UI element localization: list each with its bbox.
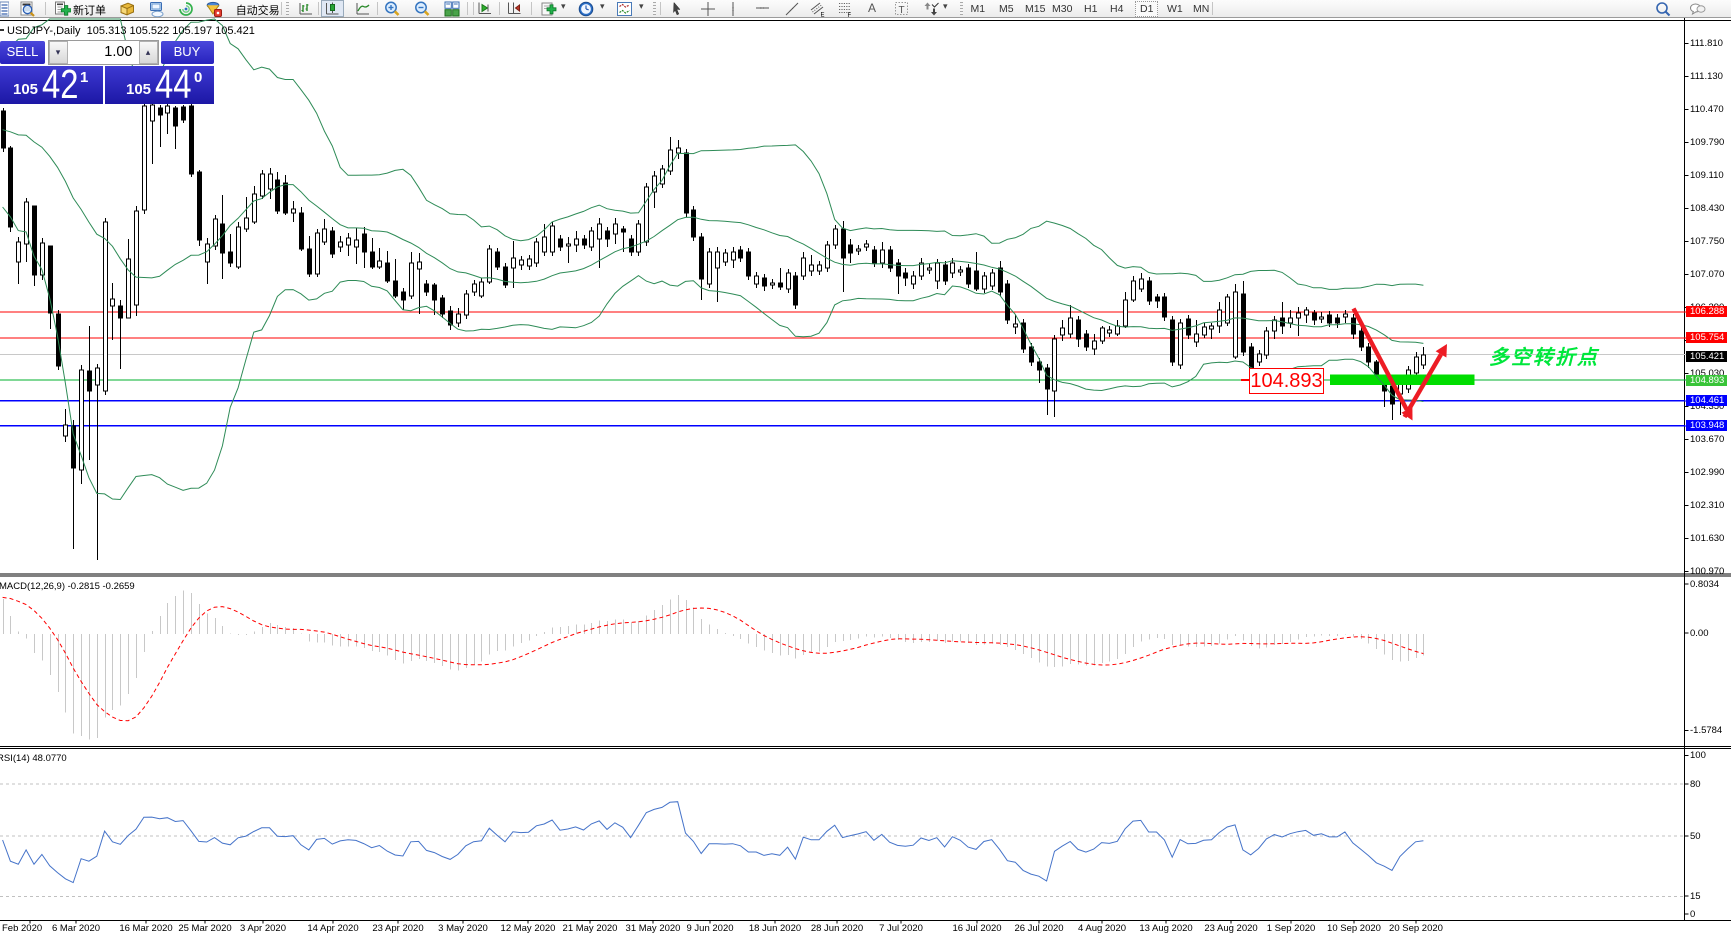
svg-text:F: F xyxy=(848,13,852,17)
svg-text:E: E xyxy=(821,13,825,18)
svg-text:T: T xyxy=(899,5,905,16)
